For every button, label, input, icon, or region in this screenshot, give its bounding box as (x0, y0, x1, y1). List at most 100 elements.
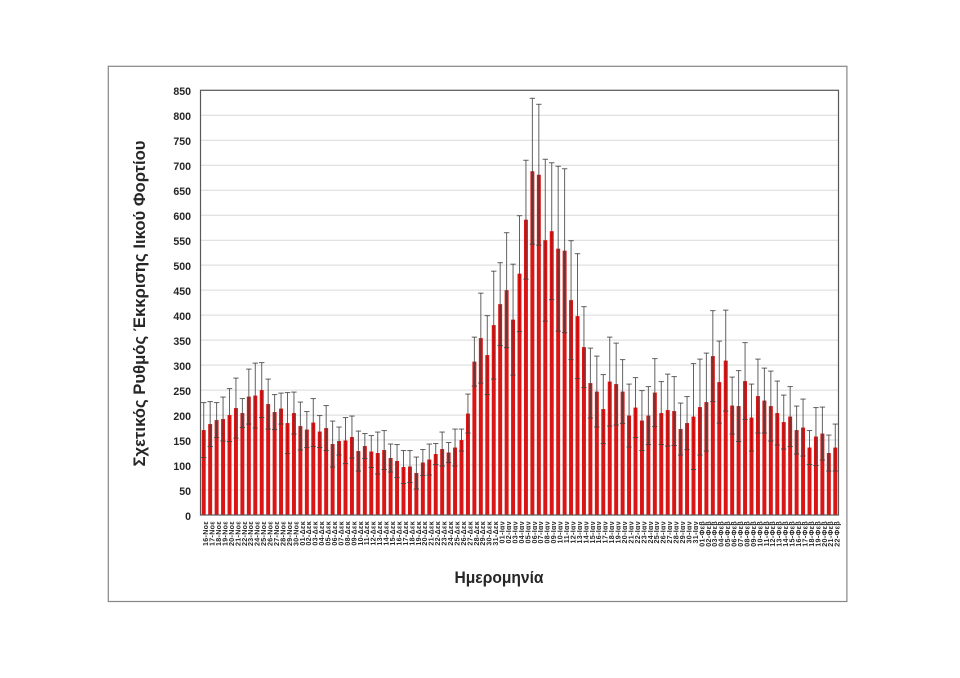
svg-text:600: 600 (173, 211, 191, 223)
svg-text:200: 200 (173, 411, 191, 423)
svg-text:06-Φεβ: 06-Φεβ (731, 521, 739, 547)
svg-text:07-Ιαν: 07-Ιαν (537, 521, 545, 543)
svg-text:300: 300 (173, 361, 191, 373)
svg-text:400: 400 (173, 311, 191, 323)
svg-text:0: 0 (185, 511, 191, 523)
svg-text:12-Δεκ: 12-Δεκ (370, 521, 378, 546)
svg-text:01-Φεβ: 01-Φεβ (698, 521, 706, 547)
svg-text:29-Δεκ: 29-Δεκ (479, 521, 487, 546)
svg-text:800: 800 (173, 111, 191, 123)
svg-text:28-Δεκ: 28-Δεκ (473, 521, 481, 546)
svg-text:29-Ιαν: 29-Ιαν (679, 521, 687, 543)
svg-text:28-Νοε: 28-Νοε (279, 521, 287, 546)
svg-text:16-Νοε: 16-Νοε (202, 521, 210, 546)
svg-text:04-Δεκ: 04-Δεκ (318, 521, 326, 546)
svg-text:01-Δεκ: 01-Δεκ (299, 521, 307, 546)
svg-text:12-Φεβ: 12-Φεβ (769, 521, 777, 547)
svg-text:30-Ιαν: 30-Ιαν (685, 521, 693, 543)
svg-text:30-Δεκ: 30-Δεκ (486, 521, 494, 546)
svg-text:18-Φεβ: 18-Φεβ (808, 521, 816, 547)
svg-text:100: 100 (173, 461, 191, 473)
svg-text:02-Δεκ: 02-Δεκ (305, 521, 313, 546)
svg-text:150: 150 (173, 436, 191, 448)
svg-text:500: 500 (173, 261, 191, 273)
svg-text:14-Ιαν: 14-Ιαν (582, 521, 590, 543)
svg-text:21-Ιαν: 21-Ιαν (627, 521, 635, 543)
svg-text:31-Δεκ: 31-Δεκ (492, 521, 500, 546)
svg-text:19-Νοε: 19-Νοε (221, 521, 229, 546)
svg-text:04-Φεβ: 04-Φεβ (718, 521, 726, 547)
svg-text:20-Ιαν: 20-Ιαν (621, 521, 629, 543)
svg-text:09-Δεκ: 09-Δεκ (350, 521, 358, 546)
svg-text:10-Φεβ: 10-Φεβ (756, 521, 764, 547)
svg-text:18-Δεκ: 18-Δεκ (408, 521, 416, 546)
svg-text:10-Δεκ: 10-Δεκ (357, 521, 365, 546)
svg-text:20-Δεκ: 20-Δεκ (421, 521, 429, 546)
svg-text:700: 700 (173, 161, 191, 173)
svg-text:14-Φεβ: 14-Φεβ (782, 521, 790, 547)
svg-text:05-Δεκ: 05-Δεκ (325, 521, 333, 546)
svg-text:08-Δεκ: 08-Δεκ (344, 521, 352, 546)
svg-text:17-Δεκ: 17-Δεκ (402, 521, 410, 546)
svg-text:28-Ιαν: 28-Ιαν (673, 521, 681, 543)
svg-text:450: 450 (173, 286, 191, 298)
svg-text:24-Ιαν: 24-Ιαν (647, 521, 655, 543)
svg-text:550: 550 (173, 236, 191, 248)
svg-text:08-Φεβ: 08-Φεβ (743, 521, 751, 547)
svg-text:31-Ιαν: 31-Ιαν (692, 521, 700, 543)
svg-text:06-Ιαν: 06-Ιαν (531, 521, 539, 543)
svg-text:12-Ιαν: 12-Ιαν (569, 521, 577, 543)
svg-text:650: 650 (173, 186, 191, 198)
svg-text:21-Νοε: 21-Νοε (234, 521, 242, 546)
svg-text:04-Ιαν: 04-Ιαν (518, 521, 526, 543)
svg-text:Ημερομηνία: Ημερομηνία (455, 568, 545, 587)
svg-text:30-Νοε: 30-Νοε (292, 521, 300, 546)
svg-text:23-Δεκ: 23-Δεκ (441, 521, 449, 546)
svg-text:19-Ιαν: 19-Ιαν (615, 521, 623, 543)
svg-text:250: 250 (173, 386, 191, 398)
svg-text:17-Φεβ: 17-Φεβ (801, 521, 809, 547)
svg-text:13-Ιαν: 13-Ιαν (576, 521, 584, 543)
svg-text:17-Ιαν: 17-Ιαν (602, 521, 610, 543)
svg-text:21-Δεκ: 21-Δεκ (428, 521, 436, 546)
svg-text:19-Φεβ: 19-Φεβ (814, 521, 822, 547)
svg-text:03-Φεβ: 03-Φεβ (711, 521, 719, 547)
svg-text:16-Φεβ: 16-Φεβ (795, 521, 803, 547)
svg-text:13-Δεκ: 13-Δεκ (376, 521, 384, 546)
svg-text:24-Νοε: 24-Νοε (254, 521, 262, 546)
svg-text:22-Δεκ: 22-Δεκ (434, 521, 442, 546)
svg-text:22-Νοε: 22-Νοε (241, 521, 249, 546)
svg-text:750: 750 (173, 136, 191, 148)
svg-text:11-Δεκ: 11-Δεκ (363, 521, 371, 545)
svg-text:23-Ιαν: 23-Ιαν (640, 521, 648, 543)
svg-text:27-Δεκ: 27-Δεκ (466, 521, 474, 546)
svg-text:11-Φεβ: 11-Φεβ (763, 521, 771, 547)
svg-text:50: 50 (179, 486, 191, 498)
svg-text:06-Δεκ: 06-Δεκ (331, 521, 339, 546)
svg-text:20-Φεβ: 20-Φεβ (821, 521, 829, 547)
svg-text:26-Νοε: 26-Νοε (267, 521, 275, 546)
svg-text:26-Ιαν: 26-Ιαν (660, 521, 668, 543)
svg-text:18-Ιαν: 18-Ιαν (608, 521, 616, 543)
svg-text:18-Νοε: 18-Νοε (215, 521, 223, 546)
svg-text:11-Ιαν: 11-Ιαν (563, 521, 571, 543)
svg-text:16-Δεκ: 16-Δεκ (395, 521, 403, 546)
svg-text:23-Νοε: 23-Νοε (247, 521, 255, 546)
svg-text:15-Δεκ: 15-Δεκ (389, 521, 397, 546)
svg-text:25-Δεκ: 25-Δεκ (453, 521, 461, 546)
svg-text:03-Δεκ: 03-Δεκ (312, 521, 320, 546)
svg-text:07-Δεκ: 07-Δεκ (337, 521, 345, 546)
svg-text:24-Δεκ: 24-Δεκ (447, 521, 455, 546)
svg-text:22-Φεβ: 22-Φεβ (834, 521, 842, 547)
svg-text:25-Ιαν: 25-Ιαν (653, 521, 661, 543)
svg-text:22-Ιαν: 22-Ιαν (634, 521, 642, 543)
svg-text:29-Νοε: 29-Νοε (286, 521, 294, 546)
svg-text:08-Ιαν: 08-Ιαν (544, 521, 552, 543)
svg-text:14-Δεκ: 14-Δεκ (383, 521, 391, 546)
svg-text:01-Ιαν: 01-Ιαν (499, 521, 507, 543)
svg-text:27-Ιαν: 27-Ιαν (666, 521, 674, 543)
svg-text:15-Ιαν: 15-Ιαν (589, 521, 597, 543)
svg-text:10-Ιαν: 10-Ιαν (557, 521, 565, 543)
svg-text:13-Φεβ: 13-Φεβ (776, 521, 784, 547)
svg-text:Σχετικός Ρυθμός Έκκρισης Ιικού: Σχετικός Ρυθμός Έκκρισης Ιικού Φορτίου (130, 140, 149, 466)
